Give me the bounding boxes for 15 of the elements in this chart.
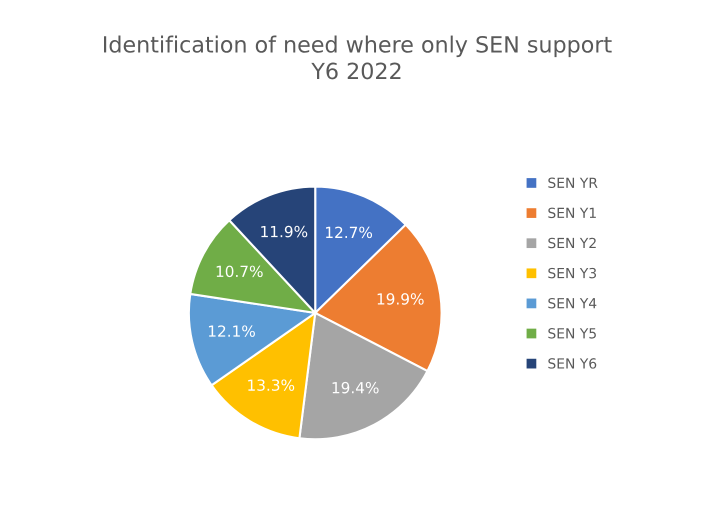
data-label: 19.9% — [378, 293, 424, 305]
legend-label: SEN Y2 — [548, 238, 596, 248]
data-label: 19.4% — [332, 382, 379, 394]
legend-label: SEN Y1 — [548, 208, 596, 218]
chart-title: Identification of need where only SEN support Y6 2022 — [104, 36, 612, 80]
legend-label: SEN Y4 — [548, 298, 596, 308]
data-label: 12.1% — [208, 325, 255, 337]
data-label: 13.3% — [248, 379, 294, 391]
data-label: 11.9% — [261, 226, 308, 238]
legend-label: SEN Y5 — [548, 328, 596, 339]
data-label: 10.7% — [216, 266, 263, 278]
legend-label: SEN Y3 — [548, 268, 596, 278]
data-label: 12.7% — [326, 226, 372, 238]
legend-label: SEN Y6 — [548, 358, 596, 369]
legend-label: SEN YR — [548, 178, 598, 188]
